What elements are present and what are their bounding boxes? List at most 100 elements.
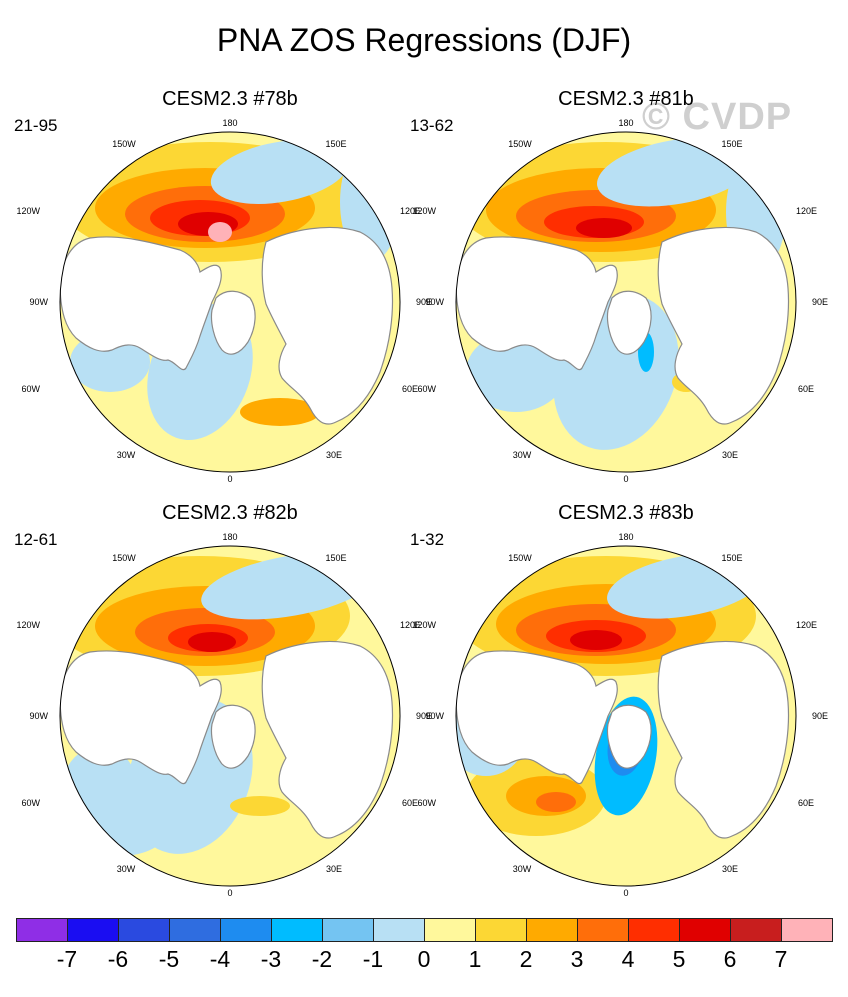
longitude-label: 120W (412, 620, 436, 630)
land-mass (657, 640, 790, 839)
longitude-label: 150E (721, 139, 742, 149)
colorbar-ticks: -7 -6 -5 -4 -3 -2 -1 0 1 2 3 4 5 6 7 (0, 946, 848, 976)
colorbar-swatch (322, 918, 374, 942)
anomaly-region (536, 792, 576, 812)
colorbar-tick-label: 1 (468, 946, 482, 972)
land-mass (456, 650, 618, 785)
longitude-label: 0 (227, 474, 232, 484)
longitude-label: 150W (112, 553, 136, 563)
longitude-label: 30E (326, 864, 342, 874)
colorbar-tick-label: -5 (158, 946, 180, 972)
anomaly-region (208, 222, 232, 242)
longitude-label: 0 (623, 474, 628, 484)
watermark: © CVDP (642, 96, 793, 138)
longitude-label: 30E (722, 864, 738, 874)
longitude-label: 150E (721, 553, 742, 563)
colorbar-tick-label: 0 (417, 946, 431, 972)
longitude-label: 180 (618, 532, 633, 542)
longitude-label: 0 (623, 888, 628, 898)
longitude-label: 90E (812, 711, 828, 721)
colorbar-tick-label: -1 (362, 946, 384, 972)
colorbar-swatch (373, 918, 425, 942)
longitude-label: 120W (412, 206, 436, 216)
longitude-label: 90W (29, 711, 48, 721)
land-mass (60, 236, 222, 371)
longitude-label: 180 (222, 532, 237, 542)
colorbar-swatch (679, 918, 731, 942)
map-border (59, 131, 401, 473)
figure-title: PNA ZOS Regressions (DJF) (216, 22, 632, 58)
longitude-label: 60E (798, 798, 814, 808)
colorbar-tick-label: 5 (672, 946, 686, 972)
longitude-label: 60E (402, 384, 418, 394)
panel-period: 1-32 (410, 530, 445, 549)
longitude-label: 120E (796, 620, 817, 630)
land-mass (261, 226, 394, 425)
longitude-label: 120E (796, 206, 817, 216)
colorbar-tick-label: 4 (621, 946, 635, 972)
longitude-label: 0 (227, 888, 232, 898)
colorbar-swatch (16, 918, 68, 942)
map-panel: 180 0 150W 150E 120W 120E 90W 90E 60W 60E 30W 30E C… (14, 88, 432, 492)
longitude-label: 30W (117, 450, 136, 460)
colorbar-swatch (781, 918, 833, 942)
longitude-label: 120W (16, 620, 40, 630)
panel-period: 12-61 (14, 530, 58, 549)
map-border (455, 131, 797, 473)
anomaly-region (210, 140, 350, 204)
longitude-label: 180 (618, 118, 633, 128)
map-border (455, 545, 797, 887)
longitude-label: 180 (222, 118, 237, 128)
anomaly-region (576, 218, 632, 238)
land-mass (456, 236, 618, 371)
panel-title: CESM2.3 #83b (558, 502, 694, 524)
panel-title: CESM2.3 #78b (162, 88, 298, 110)
colorbar-swatch (730, 918, 782, 942)
map-field (60, 546, 400, 886)
colorbar-swatch (271, 918, 323, 942)
colorbar-swatch (118, 918, 170, 942)
colorbar-swatch (628, 918, 680, 942)
longitude-label: 150E (325, 139, 346, 149)
colorbar-tick-label: -6 (107, 946, 129, 972)
colorbar-swatch (220, 918, 272, 942)
colorbar-swatch (475, 918, 527, 942)
anomaly-region (240, 398, 320, 426)
longitude-label: 90W (29, 297, 48, 307)
colorbar-tick-label: 3 (570, 946, 584, 972)
longitude-label: 120W (16, 206, 40, 216)
longitude-label: 60W (21, 798, 40, 808)
colorbar-swatch (67, 918, 119, 942)
colorbar-swatch (424, 918, 476, 942)
land-mass (606, 704, 652, 769)
longitude-label: 90E (416, 297, 432, 307)
colorbar-tick-label: -2 (311, 946, 333, 972)
longitude-label: 30W (513, 450, 532, 460)
longitude-label: 60W (417, 384, 436, 394)
longitude-label: 120E (400, 206, 421, 216)
land-mass (606, 290, 652, 355)
land-mass (210, 704, 256, 769)
colorbar-tick-label: 2 (519, 946, 533, 972)
map-field (456, 546, 796, 886)
longitude-label: 30E (326, 450, 342, 460)
colorbar-tick-label: 6 (723, 946, 737, 972)
colorbar-tick-label: -3 (260, 946, 282, 972)
longitude-label: 90E (416, 711, 432, 721)
longitude-label: 150E (325, 553, 346, 563)
panel-title: CESM2.3 #81b (558, 88, 694, 110)
longitude-label: 120E (400, 620, 421, 630)
longitude-label: 30W (513, 864, 532, 874)
land-mass (210, 290, 256, 355)
map-border (59, 545, 401, 887)
longitude-label: 150W (508, 139, 532, 149)
anomaly-region (570, 630, 622, 650)
colorbar (16, 918, 833, 942)
land-mass (60, 650, 222, 785)
longitude-label: 30W (117, 864, 136, 874)
map-panel: 180 0 150W 150E 120W 120E 90W 90E 60W 60E 30W 30E C… (410, 88, 828, 492)
land-mass (657, 226, 790, 425)
